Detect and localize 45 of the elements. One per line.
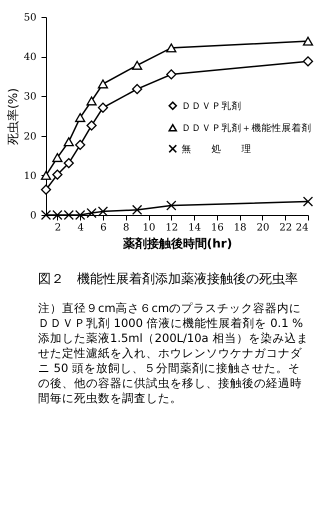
- point: [86, 120, 97, 131]
- point: [132, 84, 142, 94]
- point: [52, 169, 63, 180]
- x-tick-label: 22: [279, 222, 292, 234]
- y-tick-label: 50: [24, 12, 36, 24]
- legend-label: ＤＤＶＰ乳剤＋機能性展着剤: [182, 122, 312, 134]
- y-tick-label: 20: [24, 131, 36, 142]
- x-tick-label: 16: [211, 222, 224, 234]
- x-tick-label: 24: [296, 222, 308, 234]
- point: [64, 158, 74, 168]
- y-tick-label: 10: [24, 170, 36, 182]
- point: [52, 153, 63, 162]
- legend-label: ＤＤＶＰ乳剤: [182, 100, 242, 112]
- x-tick-label: 18: [234, 222, 247, 234]
- y-axis-title: 死虫率(%): [6, 88, 20, 145]
- point: [166, 200, 176, 211]
- point: [132, 204, 142, 215]
- point: [166, 43, 176, 52]
- point: [40, 184, 52, 195]
- point: [166, 69, 176, 80]
- y-tick-label: 40: [24, 52, 36, 64]
- point: [75, 113, 86, 122]
- point: [302, 56, 314, 66]
- x-tick-label: 4: [77, 222, 84, 234]
- x-tick-label: 10: [142, 222, 156, 234]
- point: [302, 36, 314, 46]
- x-tick-label: 8: [123, 222, 130, 234]
- text: 図２ 機能性展着剤添加薬液接触後の死虫率: [38, 271, 298, 289]
- point: [302, 196, 314, 207]
- point: [98, 102, 108, 113]
- x-tick-label: 14: [188, 222, 201, 234]
- point: [98, 79, 108, 88]
- point: [132, 60, 142, 70]
- point: [64, 137, 74, 146]
- x-tick-label: 6: [100, 222, 107, 234]
- text: 注）直径９cm高さ６cmのプラスチック容器内にＤＤＶＰ乳剤 1000 倍液に機能性展着剤を 0.1 %添加した薬液1.5ml（200L/10a 相当）を染み込ませた定性濾紙を入れ、ホウレンソウケナガコナダニ 50 頭を放飼し、５分間薬剤に接触させた。その後、他の容器に供試虫を移し、接触後の経過時間毎に死虫数を調査した。: [38, 301, 310, 406]
- y-tick-label: 30: [24, 92, 36, 103]
- x-tick-label: 20: [256, 222, 270, 234]
- x-tick-label: 2: [54, 222, 62, 234]
- x-tick-label: 12: [165, 222, 178, 234]
- x-axis-title: 薬剤接触後時間(hr): [122, 236, 232, 250]
- point: [75, 140, 86, 150]
- legend-label: 無 処 理: [182, 142, 252, 155]
- y-tick-label: 0: [30, 210, 36, 222]
- point: [86, 96, 97, 106]
